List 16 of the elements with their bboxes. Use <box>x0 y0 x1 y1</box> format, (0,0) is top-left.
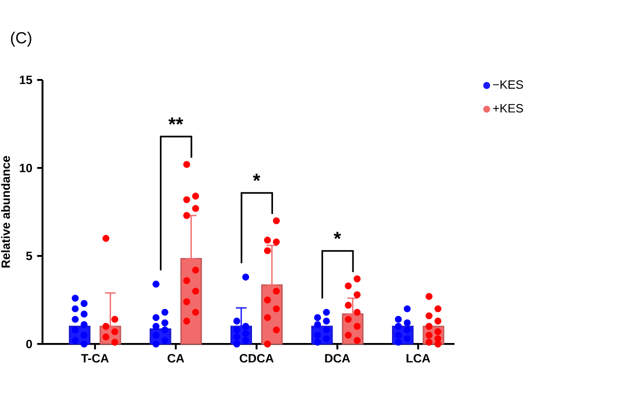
x-tick-label: DCA <box>325 354 350 363</box>
chart-title: (C) <box>11 32 32 47</box>
x-tick-label: T-CA <box>81 354 109 363</box>
y-tick-label: 15 <box>20 76 32 84</box>
legend-label: −KES <box>493 80 524 89</box>
legend-label: +KES <box>493 104 524 113</box>
x-tick-label: CDCA <box>240 354 274 363</box>
y-tick-label: 0 <box>26 340 32 348</box>
y-tick-label: 10 <box>20 164 32 172</box>
x-tick-label: LCA <box>406 354 430 363</box>
annotation: ** <box>168 117 184 125</box>
x-tick-label: CA <box>168 354 184 363</box>
y-axis-title: Relative abundance <box>1 156 10 268</box>
y-tick-label: 5 <box>26 252 32 260</box>
annotation: * <box>252 174 260 181</box>
annotation: * <box>334 232 342 240</box>
